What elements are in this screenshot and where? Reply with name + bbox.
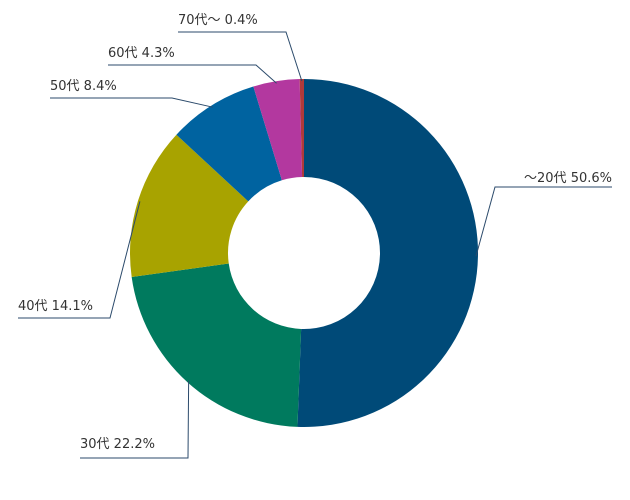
leader-line-2 bbox=[80, 380, 190, 459]
slice-5 bbox=[253, 79, 303, 181]
leader-line-5 bbox=[108, 64, 277, 84]
slice-label-4: 50代 8.4% bbox=[50, 79, 117, 94]
leader-line-1 bbox=[475, 186, 612, 257]
leader-line-4 bbox=[50, 97, 213, 108]
slice-label-3: 40代 14.1% bbox=[18, 299, 93, 314]
slice-4 bbox=[176, 86, 282, 202]
slice-2 bbox=[131, 263, 302, 427]
slice-1 bbox=[297, 79, 479, 428]
leader-line-6 bbox=[178, 31, 303, 82]
leader-lines bbox=[18, 31, 612, 459]
slice-labels: ～20代 50.6% 30代 22.2% 40代 14.1% 50代 8.4% 60代 … bbox=[18, 13, 612, 452]
donut-slices bbox=[130, 79, 479, 428]
leader-line-3 bbox=[18, 201, 141, 319]
slice-6 bbox=[299, 79, 304, 178]
slice-label-5: 60代 4.3% bbox=[108, 46, 175, 61]
slice-3 bbox=[130, 134, 249, 277]
slice-label-2: 30代 22.2% bbox=[80, 437, 155, 452]
slice-label-1: ～20代 50.6% bbox=[524, 171, 612, 186]
slice-label-6: 70代～ 0.4% bbox=[178, 13, 258, 28]
